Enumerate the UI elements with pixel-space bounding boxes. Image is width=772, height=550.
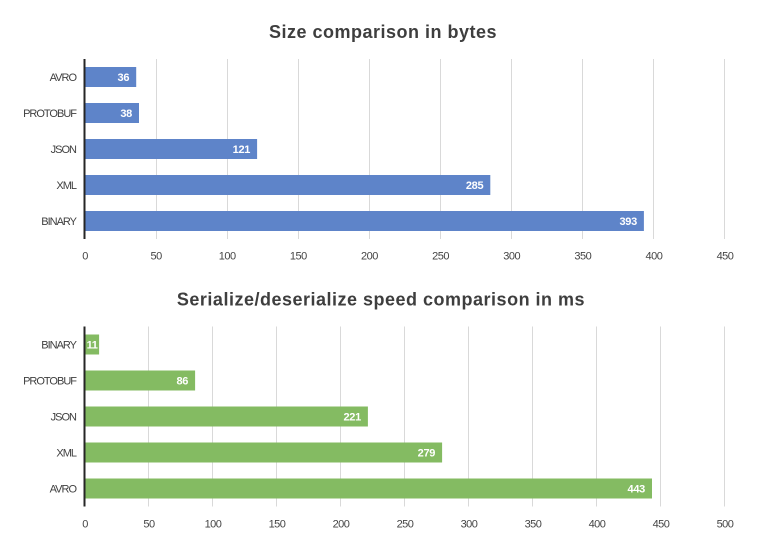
svg-text:393: 393 [619, 216, 637, 228]
svg-text:450: 450 [717, 251, 734, 263]
svg-text:XML: XML [56, 448, 77, 460]
svg-text:100: 100 [219, 251, 236, 263]
svg-text:285: 285 [466, 180, 484, 192]
svg-text:11: 11 [87, 340, 98, 352]
svg-text:121: 121 [233, 144, 251, 156]
svg-text:100: 100 [205, 519, 222, 531]
svg-text:250: 250 [397, 519, 414, 531]
svg-text:400: 400 [589, 519, 606, 531]
svg-text:JSON: JSON [51, 412, 77, 424]
svg-text:300: 300 [461, 519, 478, 531]
svg-text:PROTOBUF: PROTOBUF [23, 108, 77, 120]
svg-text:50: 50 [143, 519, 155, 531]
svg-text:AVRO: AVRO [50, 72, 78, 84]
svg-text:150: 150 [269, 519, 286, 531]
svg-text:36: 36 [118, 72, 130, 84]
svg-text:86: 86 [176, 376, 188, 388]
svg-text:500: 500 [717, 519, 734, 531]
svg-text:300: 300 [503, 251, 520, 263]
svg-text:XML: XML [56, 180, 77, 192]
svg-text:400: 400 [645, 251, 662, 263]
svg-text:BINARY: BINARY [41, 340, 77, 352]
svg-text:38: 38 [120, 108, 132, 120]
svg-text:150: 150 [290, 251, 307, 263]
svg-text:Size comparison in bytes: Size comparison in bytes [269, 22, 497, 42]
svg-text:443: 443 [628, 484, 646, 496]
svg-text:0: 0 [82, 251, 88, 263]
svg-text:JSON: JSON [51, 144, 77, 156]
svg-text:221: 221 [343, 412, 361, 424]
svg-text:450: 450 [653, 519, 670, 531]
svg-text:BINARY: BINARY [41, 216, 77, 228]
svg-text:Serialize/deserialize speed co: Serialize/deserialize speed comparison i… [177, 290, 585, 310]
svg-text:200: 200 [333, 519, 350, 531]
svg-text:0: 0 [82, 519, 88, 531]
svg-text:50: 50 [150, 251, 162, 263]
svg-text:200: 200 [361, 251, 378, 263]
svg-text:250: 250 [432, 251, 449, 263]
svg-text:PROTOBUF: PROTOBUF [23, 376, 77, 388]
svg-text:350: 350 [525, 519, 542, 531]
svg-text:350: 350 [574, 251, 591, 263]
svg-text:279: 279 [418, 448, 436, 460]
svg-text:AVRO: AVRO [50, 484, 78, 496]
